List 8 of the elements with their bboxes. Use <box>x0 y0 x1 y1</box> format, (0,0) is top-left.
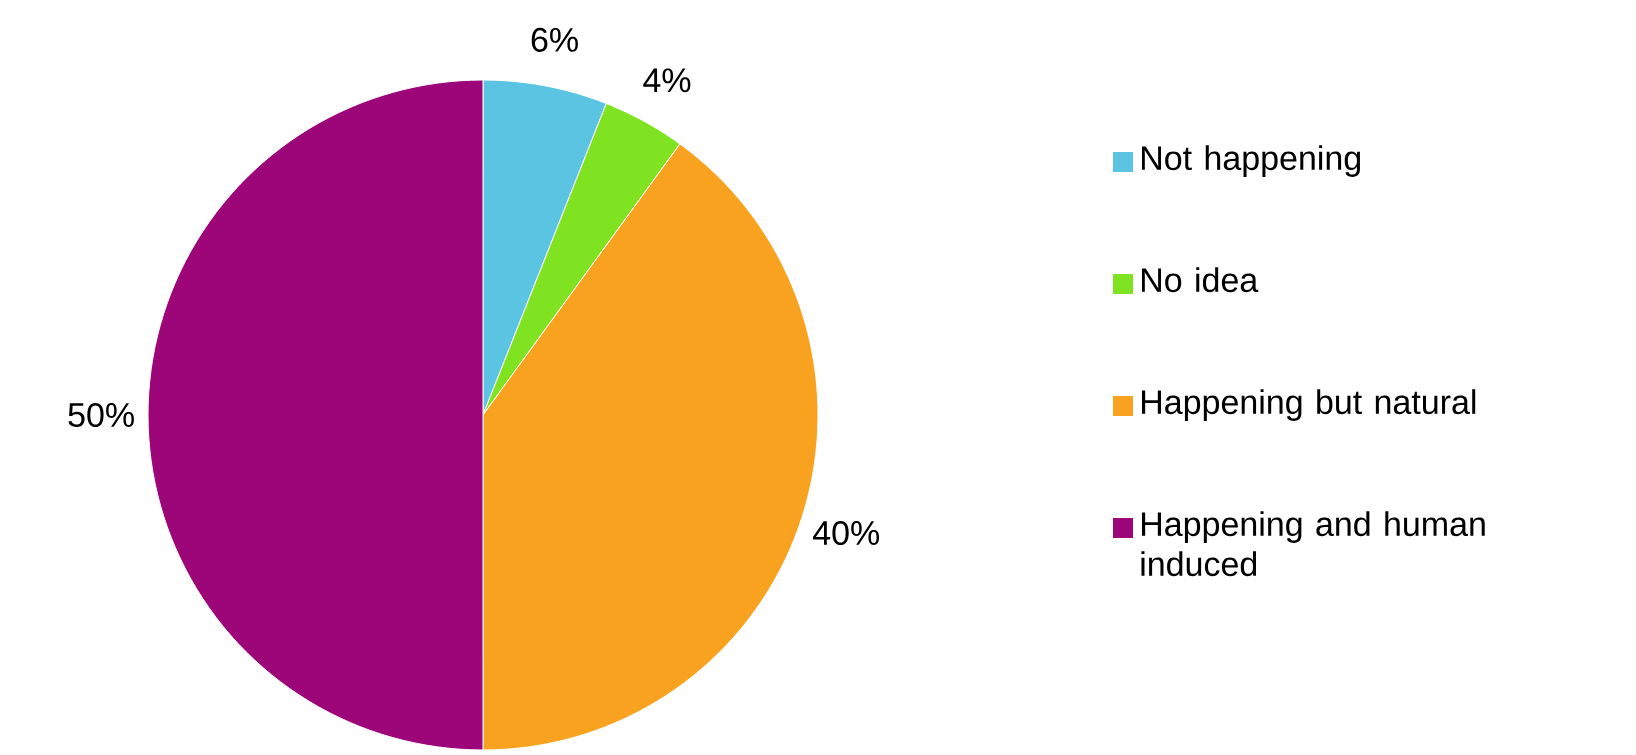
legend-label: No idea <box>1142 267 1259 293</box>
legend-label: Not happening <box>1142 145 1361 177</box>
data-label: 4% <box>643 68 691 93</box>
data-label: 40% <box>812 520 880 546</box>
legend-label: Happening and human induced <box>1141 511 1485 577</box>
legend-label: Happening but natural <box>1142 389 1476 421</box>
data-label: 6% <box>531 27 578 52</box>
data-label: 50% <box>68 402 134 428</box>
